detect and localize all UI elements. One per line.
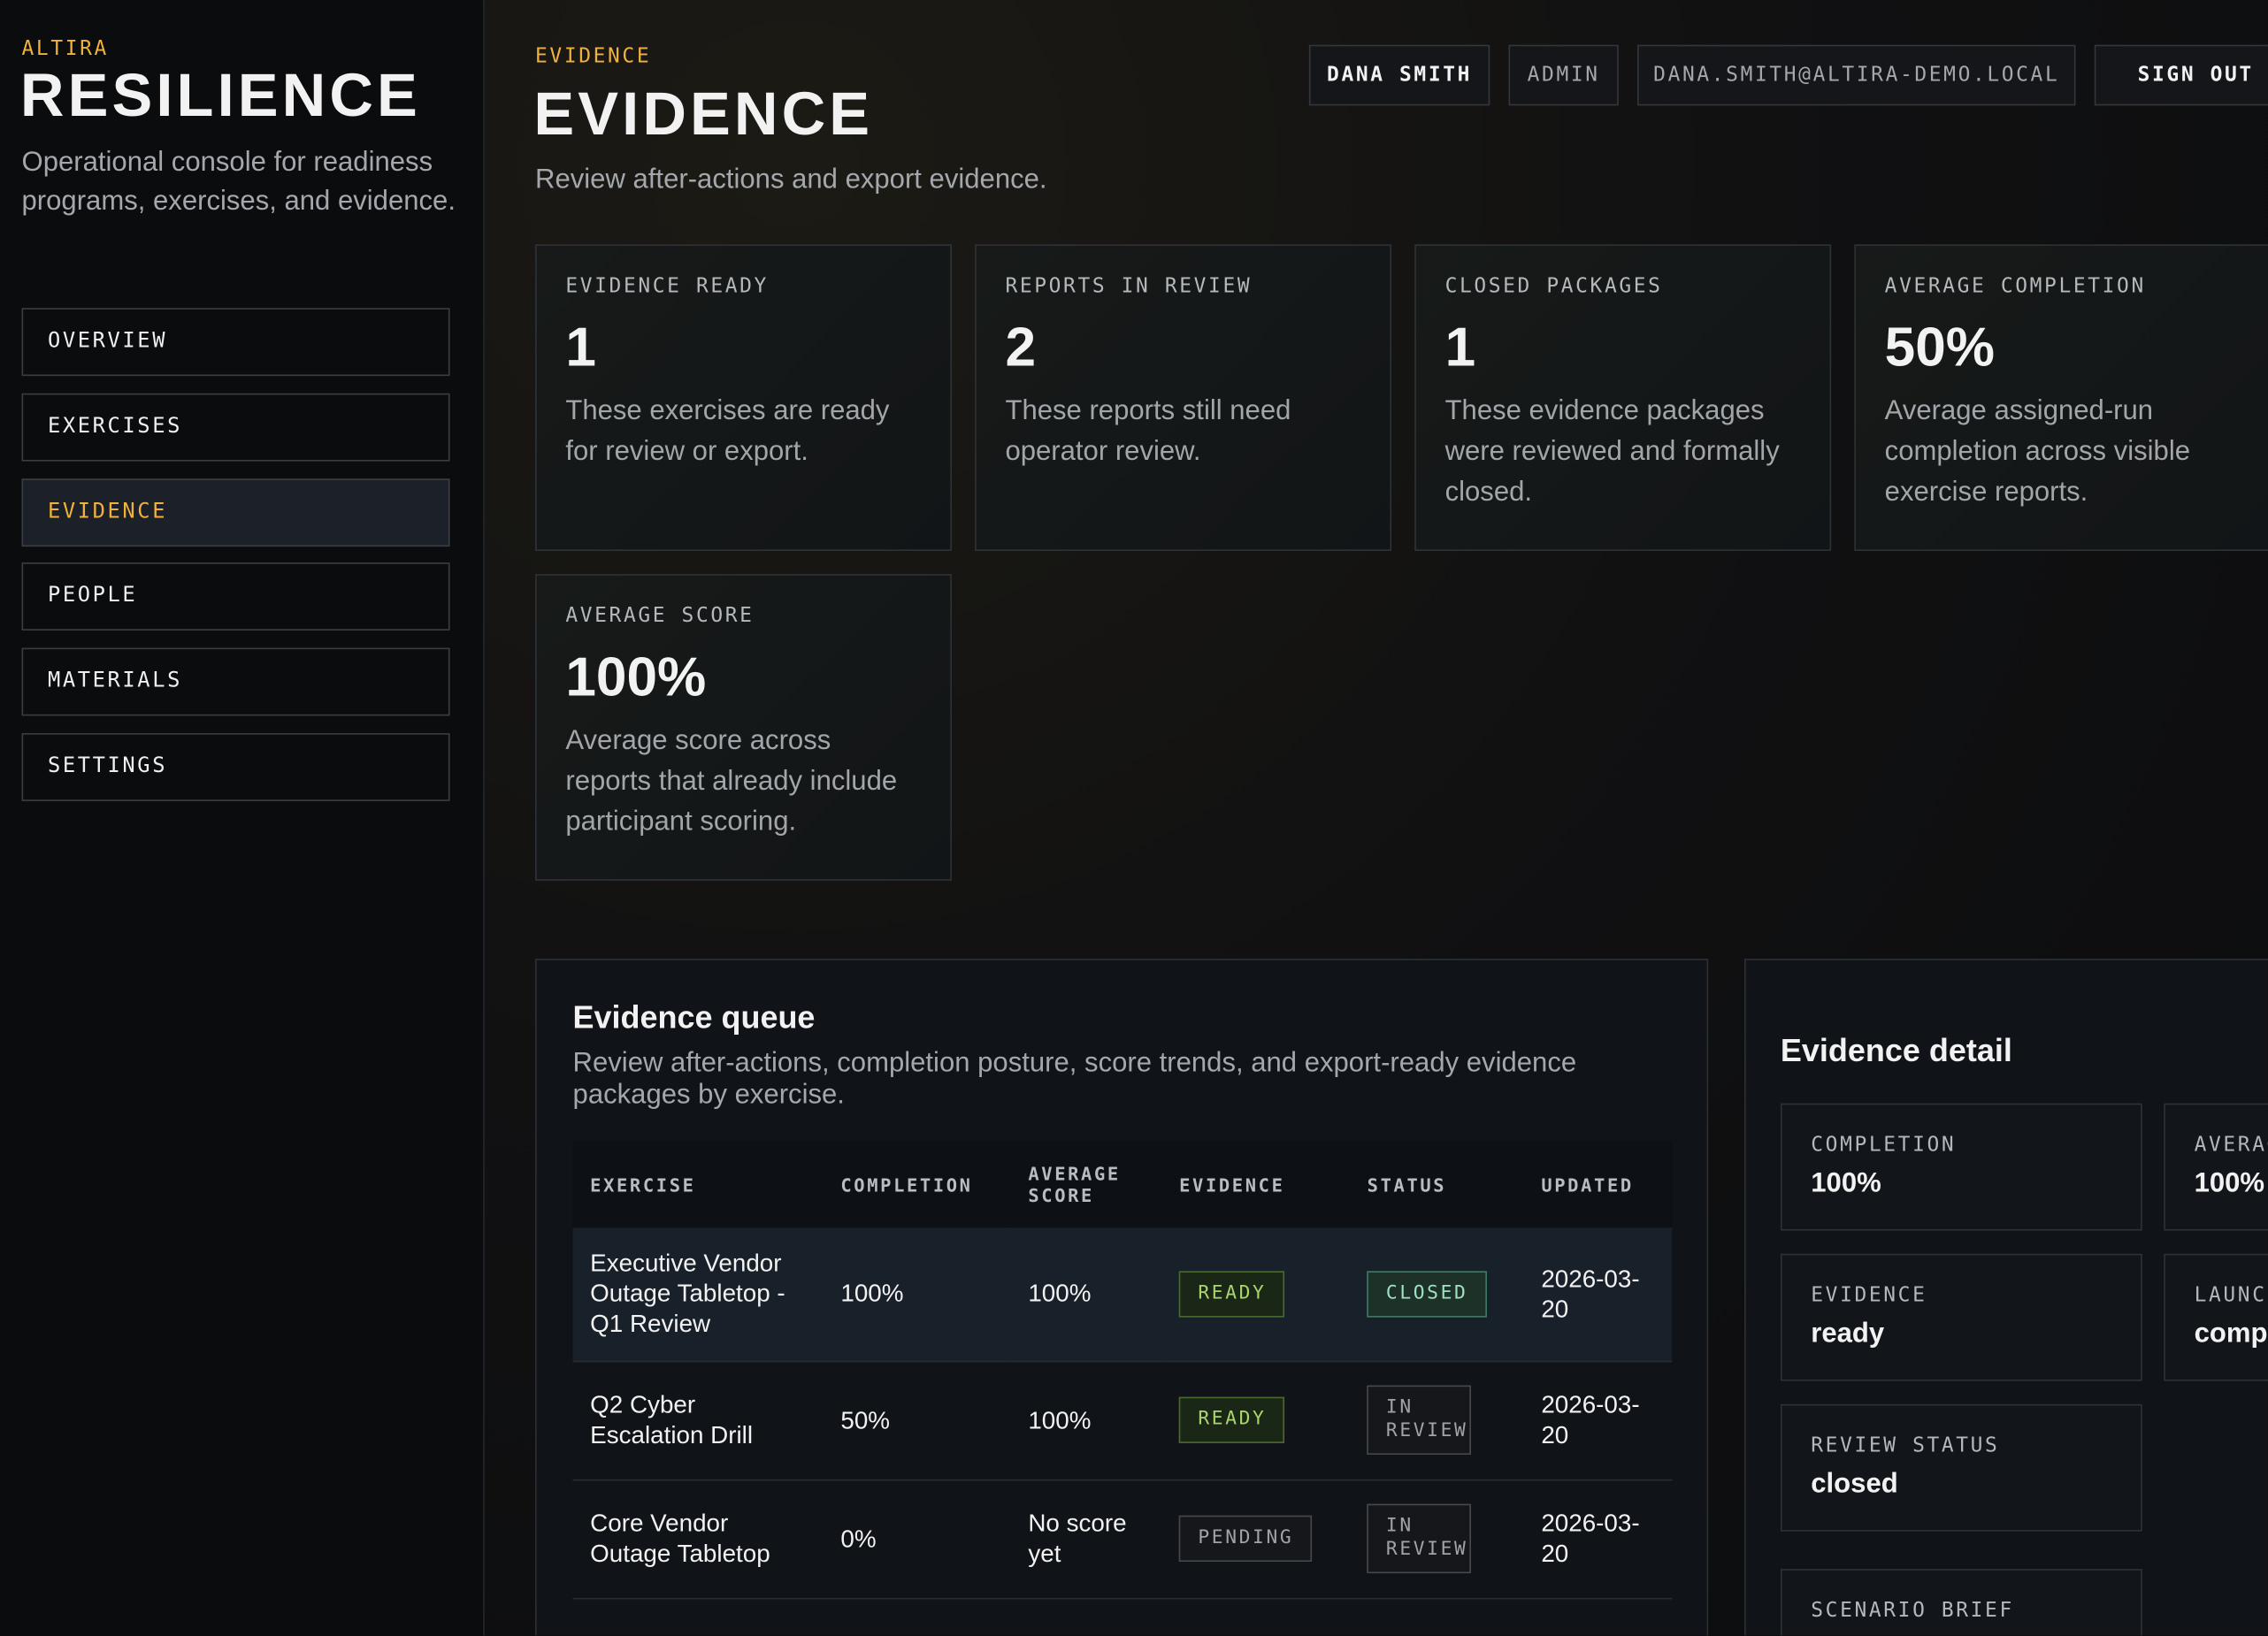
status-badge: CLOSED (1367, 1270, 1487, 1318)
metric-text: These reports still need operator review… (1005, 396, 1291, 468)
table-row[interactable]: Q2 Cyber Escalation Drill 50% 100% READY IN … (572, 1360, 1673, 1480)
table-cell: Q2 Cyber Escalation Drill (572, 1360, 824, 1480)
brief-tile: SCENARIO BRIEF (1780, 1569, 2142, 1636)
sidebar: ALTIRA RESILIENCE Operational console fo… (0, 0, 485, 1636)
metric-card: REPORTS IN REVIEW 2 These reports still ne… (975, 244, 1392, 552)
column-header: UPDATED (1523, 1141, 1673, 1228)
page-title: EVIDENCE (533, 79, 874, 148)
detail-tile: LAUNCH completed (2164, 1253, 2268, 1381)
detail-title: Evidence detail (1780, 1032, 2012, 1069)
table-cell: 100% (1010, 1227, 1162, 1362)
metric-label: EVIDENCE READY (565, 274, 769, 298)
table-cell: IN REVIEW (1350, 1479, 1524, 1599)
nav-item[interactable]: SETTINGS (21, 733, 450, 801)
table-cell: READY (1161, 1360, 1351, 1480)
nav-item[interactable]: MATERIALS (21, 647, 450, 716)
nav-item[interactable]: OVERVIEW (21, 308, 450, 377)
tile-value: 100% (1811, 1168, 1881, 1199)
brief-label: SCENARIO BRIEF (1811, 1599, 2014, 1623)
table-cell: Core Vendor Outage Tabletop (572, 1479, 824, 1599)
table-cell: 2026-03-20 (1523, 1479, 1673, 1599)
table-cell: READY (1161, 1227, 1351, 1362)
column-header: STATUS (1350, 1141, 1524, 1228)
table-cell: 50% (823, 1360, 1011, 1480)
table-cell: 100% (1010, 1360, 1162, 1480)
table-cell: 100% (823, 1227, 1011, 1362)
metric-text: These exercises are ready for review or … (565, 396, 890, 468)
status-badge: READY (1179, 1396, 1285, 1443)
user-chip[interactable]: SIGN OUT (2094, 44, 2268, 106)
page-kicker: EVIDENCE (535, 44, 652, 68)
metric-value: 50% (1884, 317, 1996, 379)
metric-card: CLOSED PACKAGES 1 These evidence packages … (1414, 244, 1832, 552)
user-chip: DANA SMITH (1308, 44, 1490, 106)
metric-label: AVERAGE SCORE (565, 604, 755, 628)
metric-value: 100% (565, 647, 707, 709)
status-badge: IN REVIEW (1367, 1503, 1472, 1574)
status-badge: READY (1179, 1270, 1285, 1318)
column-header: EXERCISE (572, 1141, 824, 1228)
table-header: EXERCISE COMPLETION AVERAGE SCORE EVIDENCE S… (572, 1141, 1673, 1228)
queue-panel: Evidence queue Review after-actions, com… (535, 959, 1709, 1636)
tile-value: 100% (2194, 1168, 2265, 1199)
metric-value: 1 (565, 317, 596, 379)
user-chip: ADMIN (1508, 44, 1619, 106)
user-chip: DANA.SMITH@ALTIRA-DEMO.LOCAL (1637, 44, 2076, 106)
queue-subtitle: Review after-actions, completion posture… (572, 1048, 1577, 1111)
metric-text: These evidence packages were reviewed an… (1444, 396, 1780, 508)
tile-label: REVIEW STATUS (1811, 1434, 2000, 1458)
column-header: COMPLETION (823, 1141, 1011, 1228)
tile-label: AVERAGE SCORE (2194, 1133, 2268, 1158)
nav-item[interactable]: PEOPLE (21, 562, 450, 631)
metric-card: AVERAGE SCORE 100% Average score across re… (535, 574, 952, 881)
status-badge: PENDING (1179, 1515, 1313, 1563)
table-cell: No score yet (1010, 1479, 1162, 1599)
brand-kicker: ALTIRA (21, 37, 109, 61)
metric-value: 2 (1005, 317, 1037, 379)
detail-tile: AVERAGE SCORE 100% (2164, 1103, 2268, 1231)
tile-label: LAUNCH (2194, 1284, 2268, 1308)
queue-title: Evidence queue (572, 998, 816, 1036)
metric-label: REPORTS IN REVIEW (1005, 274, 1253, 298)
tile-value: ready (1811, 1319, 1885, 1349)
table-cell: 0% (823, 1479, 1011, 1599)
queue-table: EXERCISE COMPLETION AVERAGE SCORE EVIDENCE S… (572, 1141, 1673, 1599)
metric-card: AVERAGE COMPLETION 50% Average assigned-ru… (1854, 244, 2268, 552)
detail-tile: EVIDENCE ready (1780, 1253, 2142, 1381)
tile-value: closed (1811, 1469, 1898, 1500)
brand: RESILIENCE (19, 60, 421, 129)
detail-tile: REVIEW STATUS closed (1780, 1403, 2142, 1532)
column-header: AVERAGE SCORE (1010, 1141, 1162, 1228)
table-cell: CLOSED (1350, 1227, 1524, 1362)
table-row[interactable]: Executive Vendor Outage Tabletop - Q1 Re… (572, 1227, 1673, 1362)
table-cell: 2026-03-20 (1523, 1227, 1673, 1362)
tile-value: completed (2194, 1319, 2268, 1349)
page-subtitle: Review after-actions and export evidence… (535, 164, 1047, 195)
brand-description: Operational console for readiness progra… (21, 147, 456, 218)
tile-label: COMPLETION (1811, 1133, 1957, 1158)
table-row[interactable]: Core Vendor Outage Tabletop 0% No score ye… (572, 1479, 1673, 1599)
metric-card: EVIDENCE READY 1 These exercises are ready… (535, 244, 952, 552)
metric-value: 1 (1444, 317, 1476, 379)
metric-label: CLOSED PACKAGES (1444, 274, 1663, 298)
table-cell: IN REVIEW (1350, 1360, 1524, 1480)
metric-text: Average score across reports that alread… (565, 725, 898, 837)
metric-label: AVERAGE COMPLETION (1884, 274, 2146, 298)
status-badge: IN REVIEW (1367, 1385, 1472, 1456)
nav-item[interactable]: EXERCISES (21, 393, 450, 462)
column-header: EVIDENCE (1161, 1141, 1351, 1228)
table-cell: 2026-03-20 (1523, 1360, 1673, 1480)
detail-tile: COMPLETION 100% (1780, 1103, 2142, 1231)
metric-text: Average assigned-run completion across v… (1884, 396, 2191, 508)
nav-item[interactable]: EVIDENCE (21, 478, 450, 547)
table-cell: Executive Vendor Outage Tabletop - Q1 Re… (572, 1227, 824, 1362)
table-cell: PENDING (1161, 1479, 1351, 1599)
tile-label: EVIDENCE (1811, 1284, 1927, 1308)
